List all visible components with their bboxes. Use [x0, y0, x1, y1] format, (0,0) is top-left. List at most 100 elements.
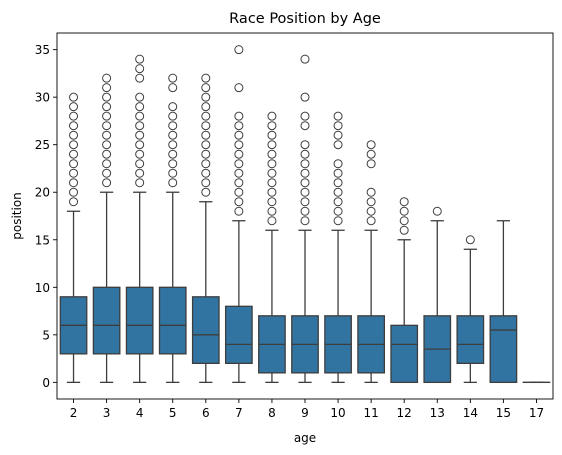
outlier-point [267, 149, 277, 159]
outlier-point [102, 102, 112, 112]
outlier-point [135, 102, 145, 112]
outlier-point [102, 168, 112, 178]
y-tick-label: 35 [35, 43, 50, 57]
outlier-point [300, 92, 310, 102]
y-tick-label: 15 [35, 233, 50, 247]
outlier-point [201, 121, 211, 131]
box-iqr [224, 305, 253, 365]
outlier-point [267, 206, 277, 216]
outlier-point [69, 178, 79, 188]
outlier-point [333, 140, 343, 150]
outlier-point [300, 187, 310, 197]
outlier-point [69, 149, 79, 159]
outlier-point [267, 130, 277, 140]
outlier-point [135, 178, 145, 188]
outlier-point [267, 140, 277, 150]
box-iqr [191, 296, 220, 365]
outlier-point [366, 140, 376, 150]
outlier-point [69, 121, 79, 131]
outlier-point [168, 159, 178, 169]
outlier-point [168, 73, 178, 83]
outlier-point [234, 140, 244, 150]
outlier-point [300, 216, 310, 226]
outlier-point [201, 111, 211, 121]
outlier-point [102, 149, 112, 159]
outlier-point [267, 216, 277, 226]
outlier-point [201, 168, 211, 178]
outlier-point [333, 187, 343, 197]
x-tick-label: 15 [496, 406, 511, 420]
outlier-point [201, 83, 211, 93]
outlier-point [102, 83, 112, 93]
outlier-point [201, 178, 211, 188]
outlier-point [234, 159, 244, 169]
outlier-point [102, 140, 112, 150]
outlier-point [300, 159, 310, 169]
x-tick-label: 2 [70, 406, 78, 420]
outlier-point [366, 197, 376, 207]
outlier-point [201, 140, 211, 150]
outlier-point [333, 178, 343, 188]
outlier-point [135, 149, 145, 159]
x-tick-label: 3 [103, 406, 111, 420]
y-tick-label: 10 [35, 281, 50, 295]
outlier-point [69, 159, 79, 169]
y-tick-label: 5 [42, 328, 50, 342]
outlier-point [69, 197, 79, 207]
outlier-point [333, 121, 343, 131]
outlier-point [168, 102, 178, 112]
outlier-point [135, 92, 145, 102]
outlier-point [267, 168, 277, 178]
outlier-point [168, 168, 178, 178]
outlier-point [234, 206, 244, 216]
outlier-point [135, 64, 145, 74]
outlier-point [168, 121, 178, 131]
outlier-point [69, 111, 79, 121]
outlier-point [102, 73, 112, 83]
outlier-point [267, 187, 277, 197]
outlier-point [366, 187, 376, 197]
outlier-point [201, 130, 211, 140]
outlier-point [135, 54, 145, 64]
outlier-point [135, 73, 145, 83]
outlier-point [69, 187, 79, 197]
outlier-point [333, 159, 343, 169]
outlier-point [234, 121, 244, 131]
outlier-point [135, 130, 145, 140]
outlier-point [102, 92, 112, 102]
axes-frame [56, 32, 554, 400]
outlier-point [234, 111, 244, 121]
plot-area: 0 5 10 15 20 25 30 35 2 3 4 5 6 7 8 9 10 11 12 13 14 15 17 [35, 43, 551, 420]
outlier-point [201, 149, 211, 159]
outlier-point [201, 159, 211, 169]
outlier-point [432, 206, 442, 216]
outlier-point [333, 130, 343, 140]
outlier-point [168, 111, 178, 121]
outlier-point [69, 140, 79, 150]
box-iqr [489, 315, 518, 384]
outlier-point [333, 168, 343, 178]
x-tick-label: 10 [330, 406, 345, 420]
outlier-point [234, 83, 244, 93]
box-iqr [158, 286, 187, 355]
outlier-point [300, 168, 310, 178]
outlier-point [168, 178, 178, 188]
x-tick-label: 6 [202, 406, 210, 420]
outlier-point [399, 216, 409, 226]
outlier-point [102, 159, 112, 169]
x-tick-label: 8 [268, 406, 276, 420]
outlier-point [267, 197, 277, 207]
x-tick-label: 9 [301, 406, 309, 420]
outlier-point [366, 206, 376, 216]
outlier-point [135, 140, 145, 150]
outlier-point [300, 206, 310, 216]
outlier-point [267, 159, 277, 169]
outlier-point [102, 130, 112, 140]
outlier-point [69, 92, 79, 102]
outlier-point [333, 216, 343, 226]
x-tick-label: 13 [430, 406, 445, 420]
outlier-point [102, 111, 112, 121]
outlier-point [267, 111, 277, 121]
